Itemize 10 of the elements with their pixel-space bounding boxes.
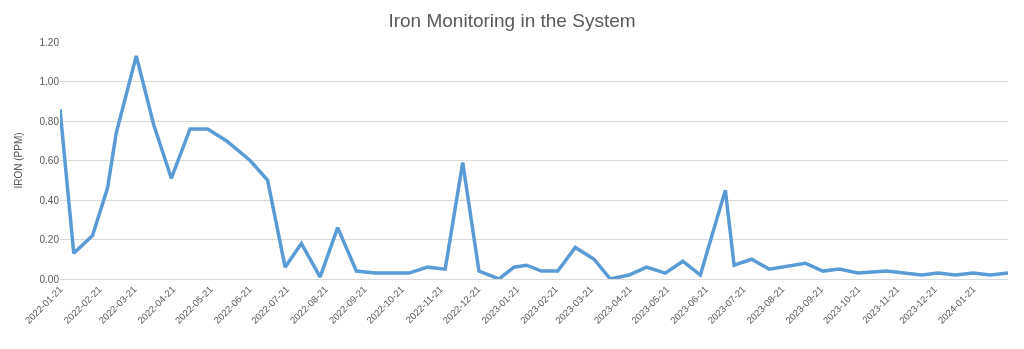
y-tick-label: 0.00 [39, 273, 60, 285]
chart-title: Iron Monitoring in the System [388, 10, 636, 32]
y-tick-label: 0.60 [39, 155, 60, 166]
y-axis-title: IRON (PPM) [12, 132, 24, 189]
y-tick-label: 1.20 [39, 36, 60, 48]
y-tick-label: 0.40 [39, 194, 60, 206]
y-tick-label: 1.00 [39, 76, 60, 87]
line-series [60, 54, 1008, 279]
y-tick-label: 0.20 [39, 234, 60, 245]
y-tick-label: 0.80 [39, 115, 60, 127]
